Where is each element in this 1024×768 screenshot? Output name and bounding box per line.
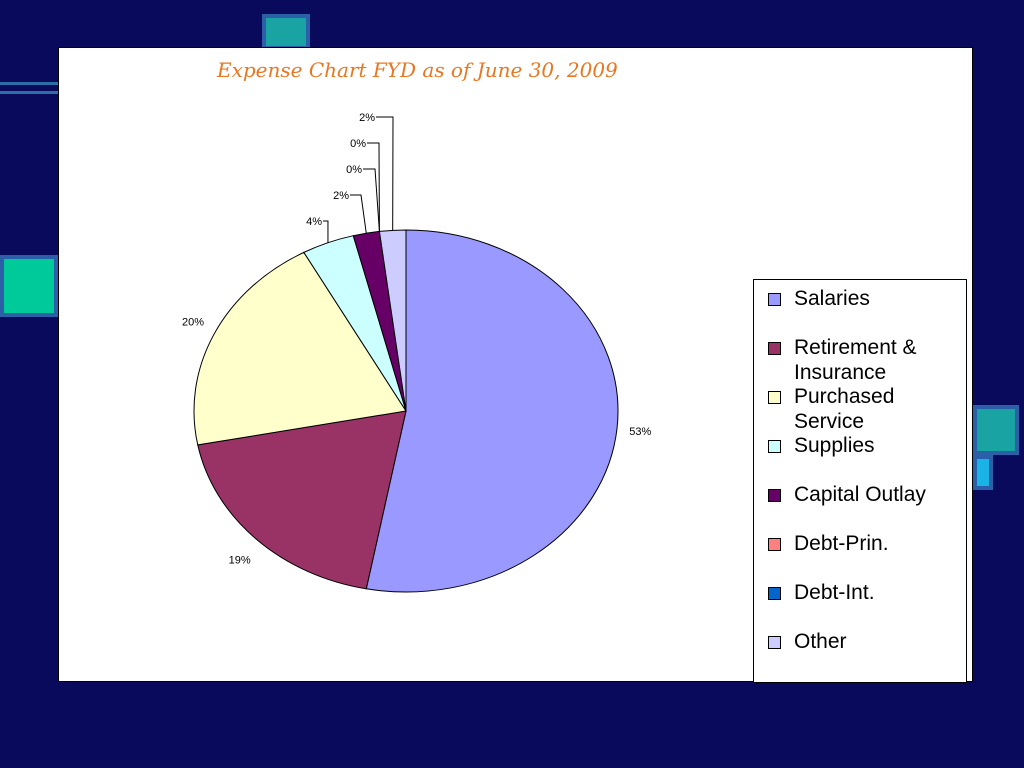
legend-swatch [768,293,781,306]
legend-item-salaries: Salaries [768,286,964,334]
data-label-debt-int: 0% [350,138,366,150]
legend-item-other: Other [768,629,964,677]
legend-swatch [768,636,781,649]
leader-line-supplies [323,220,329,243]
legend-label: Salaries [794,287,870,310]
decorative-square [262,14,310,50]
data-label-debt-prin: 0% [346,164,362,176]
legend-swatch [768,342,781,355]
leader-line-other [376,116,394,231]
legend-label: Purchased Service [794,385,895,433]
data-label-capital-outlay: 2% [333,190,349,202]
decorative-square [973,405,1019,455]
legend-item-debt-int: Debt-Int. [768,580,964,628]
data-label-retirement-insurance: 19% [229,554,251,566]
legend-swatch [768,489,781,502]
chart-legend: Salaries Retirement & Insurance Purchased … [753,279,967,683]
legend-item-supplies: Supplies [768,433,964,481]
legend-item-retirement-insurance: Retirement & Insurance [768,335,964,384]
data-label-supplies: 4% [306,216,322,228]
legend-item-capital-outlay: Capital Outlay [768,482,964,530]
chart-title: Expense Chart FYD as of June 30, 2009 [217,58,618,82]
data-label-other: 2% [359,112,375,124]
chart-panel: Expense Chart FYD as of June 30, 2009 53… [58,47,973,683]
leader-line-debt-int [367,142,380,232]
pie-slice-retirement-insurance [197,410,407,590]
legend-item-debt-prin: Debt-Prin. [768,531,964,579]
data-label-purchased-service: 20% [182,317,204,329]
legend-label: Retirement & Insurance [794,336,917,384]
legend-item-purchased-service: Purchased Service [768,384,964,433]
decorative-bar [0,82,58,94]
legend-label: Supplies [794,434,875,457]
legend-swatch [768,538,781,551]
leader-line-debt-prin [363,168,380,232]
pie-slice-salaries [365,229,619,593]
decorative-square [973,455,993,490]
pie-chart: 53% 19% 20% 4% 2% 0% 0% 2% [182,112,651,593]
legend-swatch [768,440,781,453]
legend-swatch [768,587,781,600]
legend-swatch [768,391,781,404]
decorative-square [0,255,58,317]
legend-label: Debt-Int. [794,581,875,604]
leader-line-capital-outlay [350,194,367,234]
legend-label: Debt-Prin. [794,532,889,555]
pie-slice-purchased-service [193,251,407,446]
legend-label: Other [794,630,847,653]
legend-label: Capital Outlay [794,483,926,506]
data-label-salaries: 53% [629,426,651,438]
